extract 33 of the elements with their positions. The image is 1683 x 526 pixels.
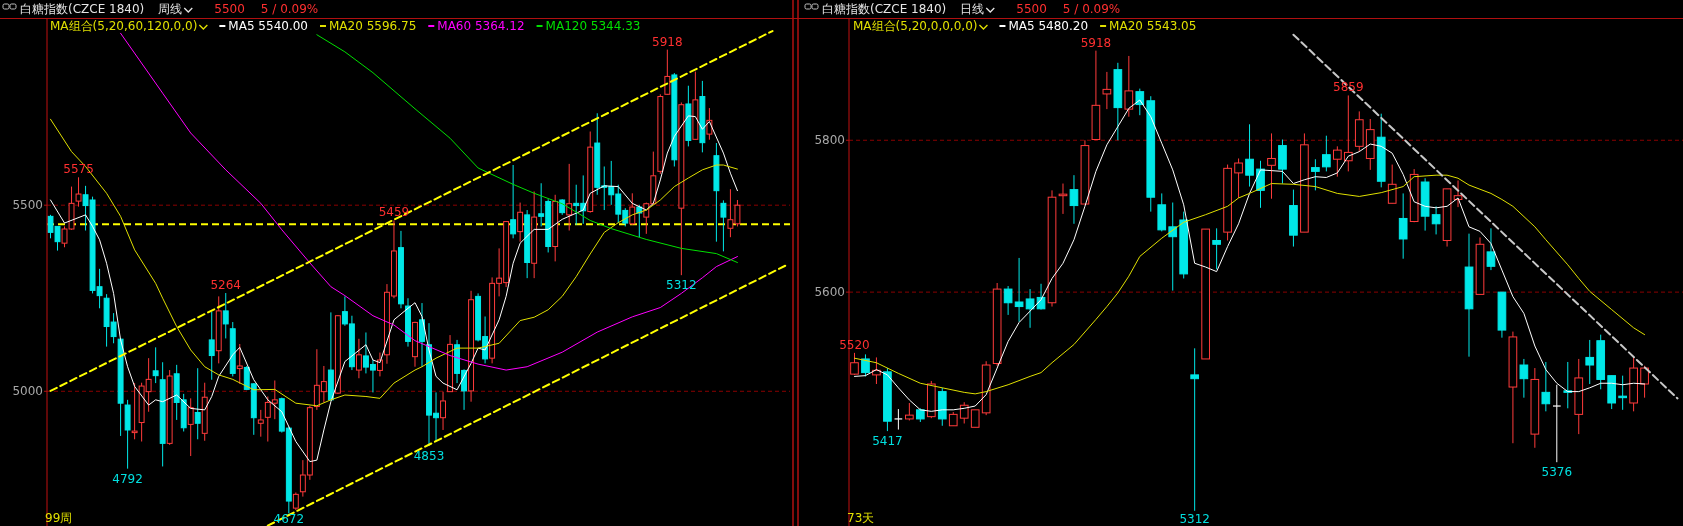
extreme-label: 4792	[112, 471, 143, 486]
annotation: MA组合(5,20,0,0,0,0)	[853, 19, 978, 33]
extreme-label: 5376	[1541, 465, 1573, 480]
text: 5 / 0.09%	[1062, 2, 1121, 16]
chart-title: 白糖指数(CZCE 1840)	[20, 2, 145, 16]
extreme-label: 5859	[1333, 80, 1364, 95]
legend-label: MA5 5480.20	[1008, 19, 1089, 33]
chart-subtitle: 日线	[960, 2, 985, 16]
text: 5500	[1016, 2, 1047, 16]
extreme-label: 5417	[872, 434, 903, 449]
annotation: 73天	[847, 511, 875, 525]
legend-label: MA60 5364.12	[437, 19, 525, 33]
legend-label: MA20 5543.05	[1109, 19, 1197, 33]
annotation: MA组合(5,20,60,120,0,0)	[50, 19, 198, 33]
extreme-label: 5312	[1179, 512, 1210, 526]
legend-label: MA20 5596.75	[329, 19, 417, 33]
extreme-label: 5575	[63, 162, 94, 177]
extreme-label: 5520	[839, 337, 870, 352]
chart-title: 白糖指数(CZCE 1840)	[822, 2, 947, 16]
legend-label: MA120 5344.33	[545, 19, 641, 33]
text: 5 / 0.09%	[260, 2, 319, 16]
y-tick-label: 5000	[12, 384, 43, 399]
extreme-label: 5918	[652, 34, 683, 49]
y-tick-label: 5600	[814, 285, 845, 300]
annotation: 99周	[45, 511, 73, 525]
extreme-label: 5459	[378, 205, 410, 220]
extreme-label: 5918	[1080, 35, 1112, 50]
y-tick-label: 5800	[814, 133, 845, 148]
text: 5500	[214, 2, 245, 16]
extreme-label: 5264	[210, 278, 241, 293]
chart-subtitle: 周线	[158, 2, 183, 16]
extreme-label: 4853	[413, 449, 445, 463]
legend-label: MA5 5540.00	[228, 19, 308, 33]
